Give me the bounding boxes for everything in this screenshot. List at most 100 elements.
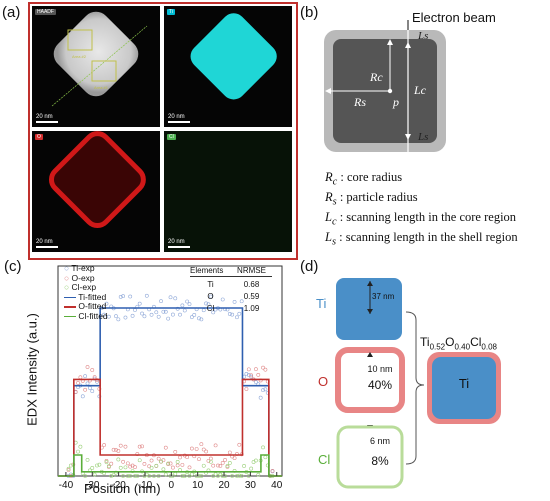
rc-label: Rc (370, 70, 383, 84)
data-point (92, 472, 97, 477)
data-point (173, 449, 178, 454)
data-point (121, 459, 125, 464)
data-point (249, 466, 254, 471)
data-point (83, 387, 88, 392)
data-point (254, 458, 258, 463)
data-point (102, 312, 107, 317)
o-map: O 20 nm (32, 131, 160, 252)
data-point (104, 301, 109, 306)
legend-ti-fitted: Ti-fitted (64, 292, 108, 303)
nrmse-table-header: Elements NRMSE (190, 266, 272, 277)
data-point (125, 461, 130, 466)
legend-cl-fitted: Cl-fitted (64, 311, 108, 322)
data-point (206, 458, 211, 463)
data-point (258, 395, 263, 400)
data-point (90, 368, 95, 372)
data-point (142, 462, 147, 466)
lc-label: Lc (414, 83, 426, 97)
data-point (211, 310, 216, 315)
data-point (230, 312, 235, 317)
data-point (154, 463, 159, 468)
data-point (199, 317, 204, 322)
data-point (137, 301, 142, 306)
data-point (261, 365, 265, 370)
data-point (208, 459, 213, 464)
data-point (106, 314, 111, 319)
data-point (204, 301, 209, 306)
data-point (118, 443, 123, 448)
data-point (133, 465, 137, 469)
core-shell-schematic (324, 20, 446, 154)
data-point (189, 315, 194, 320)
panel-label-a: (a) (2, 4, 21, 21)
data-point (156, 474, 161, 478)
area2-label: Area #2 (72, 54, 87, 59)
data-point (168, 474, 173, 478)
panel-label-d: (d) (300, 258, 319, 275)
x-tick-label: -20 (111, 480, 126, 491)
chart-legend: ○ Ti-exp ○ O-exp ○ Cl-exp Ti-fitted O-fi… (64, 263, 108, 322)
data-point (76, 381, 80, 385)
data-point (111, 473, 116, 478)
data-point (270, 468, 275, 473)
ti-tag: Ti (167, 9, 175, 15)
data-point (156, 456, 161, 461)
data-point (118, 465, 123, 470)
data-point (116, 449, 121, 453)
data-point (197, 457, 201, 461)
data-point (263, 387, 268, 392)
o-tag: O (35, 134, 43, 140)
data-point (159, 459, 163, 464)
data-point (66, 468, 71, 472)
x-tick-label: 40 (271, 480, 283, 491)
data-point (149, 312, 154, 317)
data-point (128, 294, 133, 299)
data-point (137, 458, 142, 463)
data-point (213, 443, 218, 448)
data-point (180, 462, 185, 467)
result-ti-label: Ti (458, 376, 470, 391)
data-point (123, 465, 128, 470)
ti-label: Ti (316, 296, 327, 311)
data-point (168, 461, 173, 466)
rs-label: Rs (354, 95, 366, 109)
nrmse-table: Elements NRMSE Ti 0.68 O 0.59 Cl 1.09 (190, 266, 272, 313)
data-point (246, 367, 251, 372)
data-point (85, 457, 90, 462)
ls-top-label: Ls (418, 30, 429, 42)
data-point (66, 466, 71, 471)
o-dimension: 10 nm (367, 364, 393, 374)
data-point (199, 474, 204, 478)
data-point (170, 465, 175, 470)
data-point (97, 462, 102, 467)
data-point (133, 308, 137, 312)
data-point (244, 387, 249, 391)
data-point (242, 464, 246, 468)
data-point (178, 455, 182, 460)
o-label: O (318, 374, 329, 389)
composition-diagram (335, 278, 501, 489)
x-tick-label: 10 (192, 480, 204, 491)
data-point (232, 456, 237, 460)
data-point (173, 296, 178, 301)
data-point (104, 459, 109, 463)
data-point (140, 444, 144, 449)
data-point (237, 311, 242, 316)
data-point (78, 375, 83, 380)
data-point (235, 315, 239, 320)
data-point (90, 389, 95, 394)
x-tick-label: 0 (169, 480, 175, 491)
data-point (227, 461, 232, 465)
data-point (175, 459, 180, 464)
legend-ti-exp: ○ Ti-exp (64, 263, 95, 273)
legend-lc: Lc : scanning length in the core region (325, 210, 517, 228)
data-point (163, 445, 168, 450)
data-point (235, 474, 239, 478)
data-point (223, 458, 227, 462)
panel-label-b: (b) (300, 4, 319, 21)
data-point (185, 455, 190, 460)
data-point (102, 443, 107, 447)
data-point (114, 314, 118, 319)
data-point (182, 308, 187, 313)
data-point (166, 316, 171, 321)
